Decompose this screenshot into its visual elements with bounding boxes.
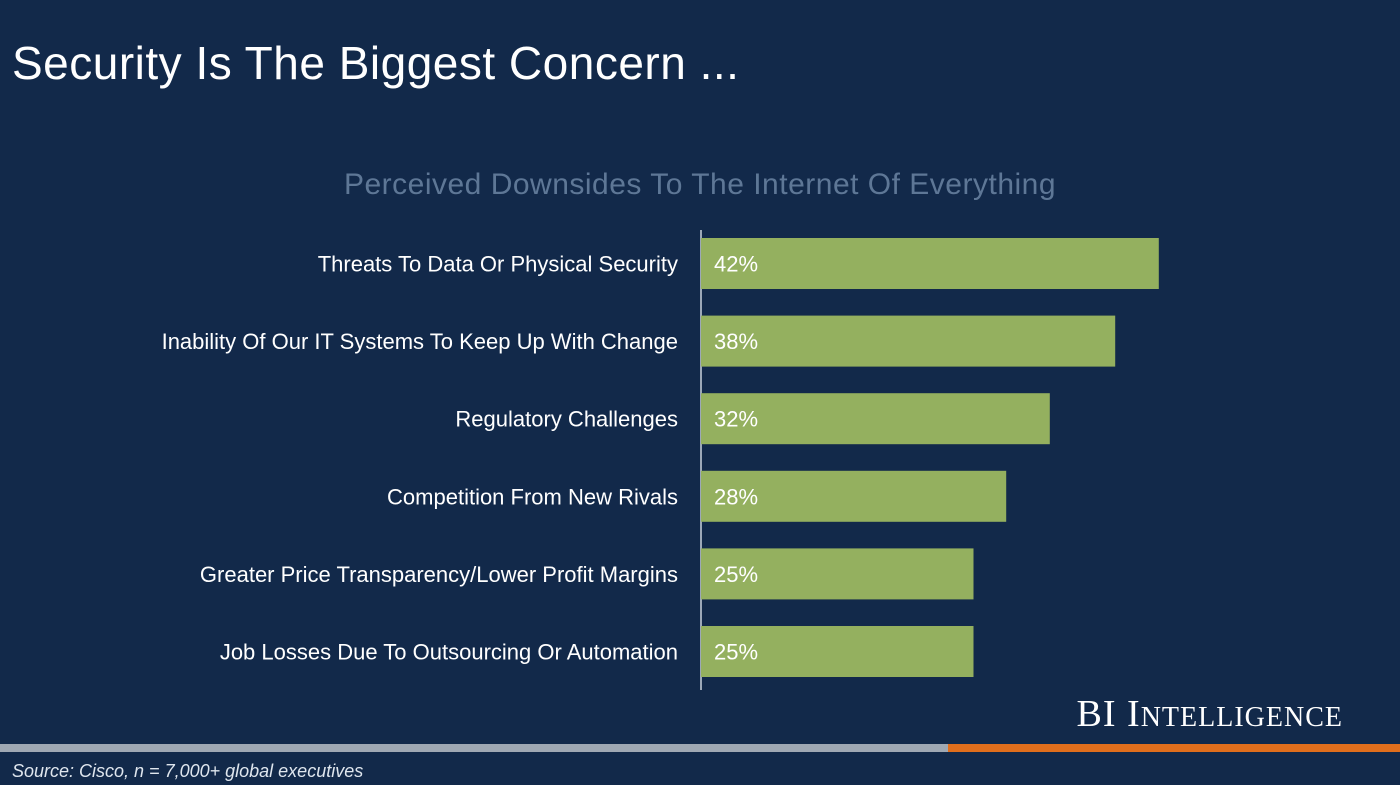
footer-band-gray xyxy=(0,744,948,752)
chart-title: Perceived Downsides To The Internet Of E… xyxy=(343,168,1057,201)
bar-value-label: 25% xyxy=(714,640,758,665)
category-label: Regulatory Challenges xyxy=(455,407,678,432)
category-label: Competition From New Rivals xyxy=(387,484,678,509)
bar xyxy=(701,470,1007,522)
bar xyxy=(701,315,1116,367)
footer-band-orange xyxy=(948,744,1400,752)
bar-chart: 42% Threats To Data Or Physical Security 3… xyxy=(162,230,1159,690)
source-note: Source: Cisco, n = 7,000+ global executi… xyxy=(12,761,364,781)
bi-intelligence-logo: BI INTELLIGENCE xyxy=(1077,692,1343,736)
category-label: Inability Of Our IT Systems To Keep Up W… xyxy=(162,329,678,354)
bar-value-label: 28% xyxy=(714,484,758,509)
bar xyxy=(701,393,1050,445)
logo-cap: I xyxy=(1127,693,1141,735)
bar xyxy=(701,548,974,600)
bar xyxy=(701,238,1159,289)
category-label: Threats To Data Or Physical Security xyxy=(318,252,678,277)
bar-value-label: 25% xyxy=(714,562,758,587)
bar xyxy=(701,626,974,677)
bar-value-label: 32% xyxy=(714,407,758,432)
category-label: Greater Price Transparency/Lower Profit … xyxy=(200,562,678,587)
bar-value-label: 42% xyxy=(714,252,758,277)
logo-initials: BI xyxy=(1076,693,1117,735)
logo-rest: NTELLIGENCE xyxy=(1140,702,1343,733)
category-label: Job Losses Due To Outsourcing Or Automat… xyxy=(220,640,678,665)
page-title: Security Is The Biggest Concern ... xyxy=(12,37,740,89)
bar-value-label: 38% xyxy=(714,329,758,354)
